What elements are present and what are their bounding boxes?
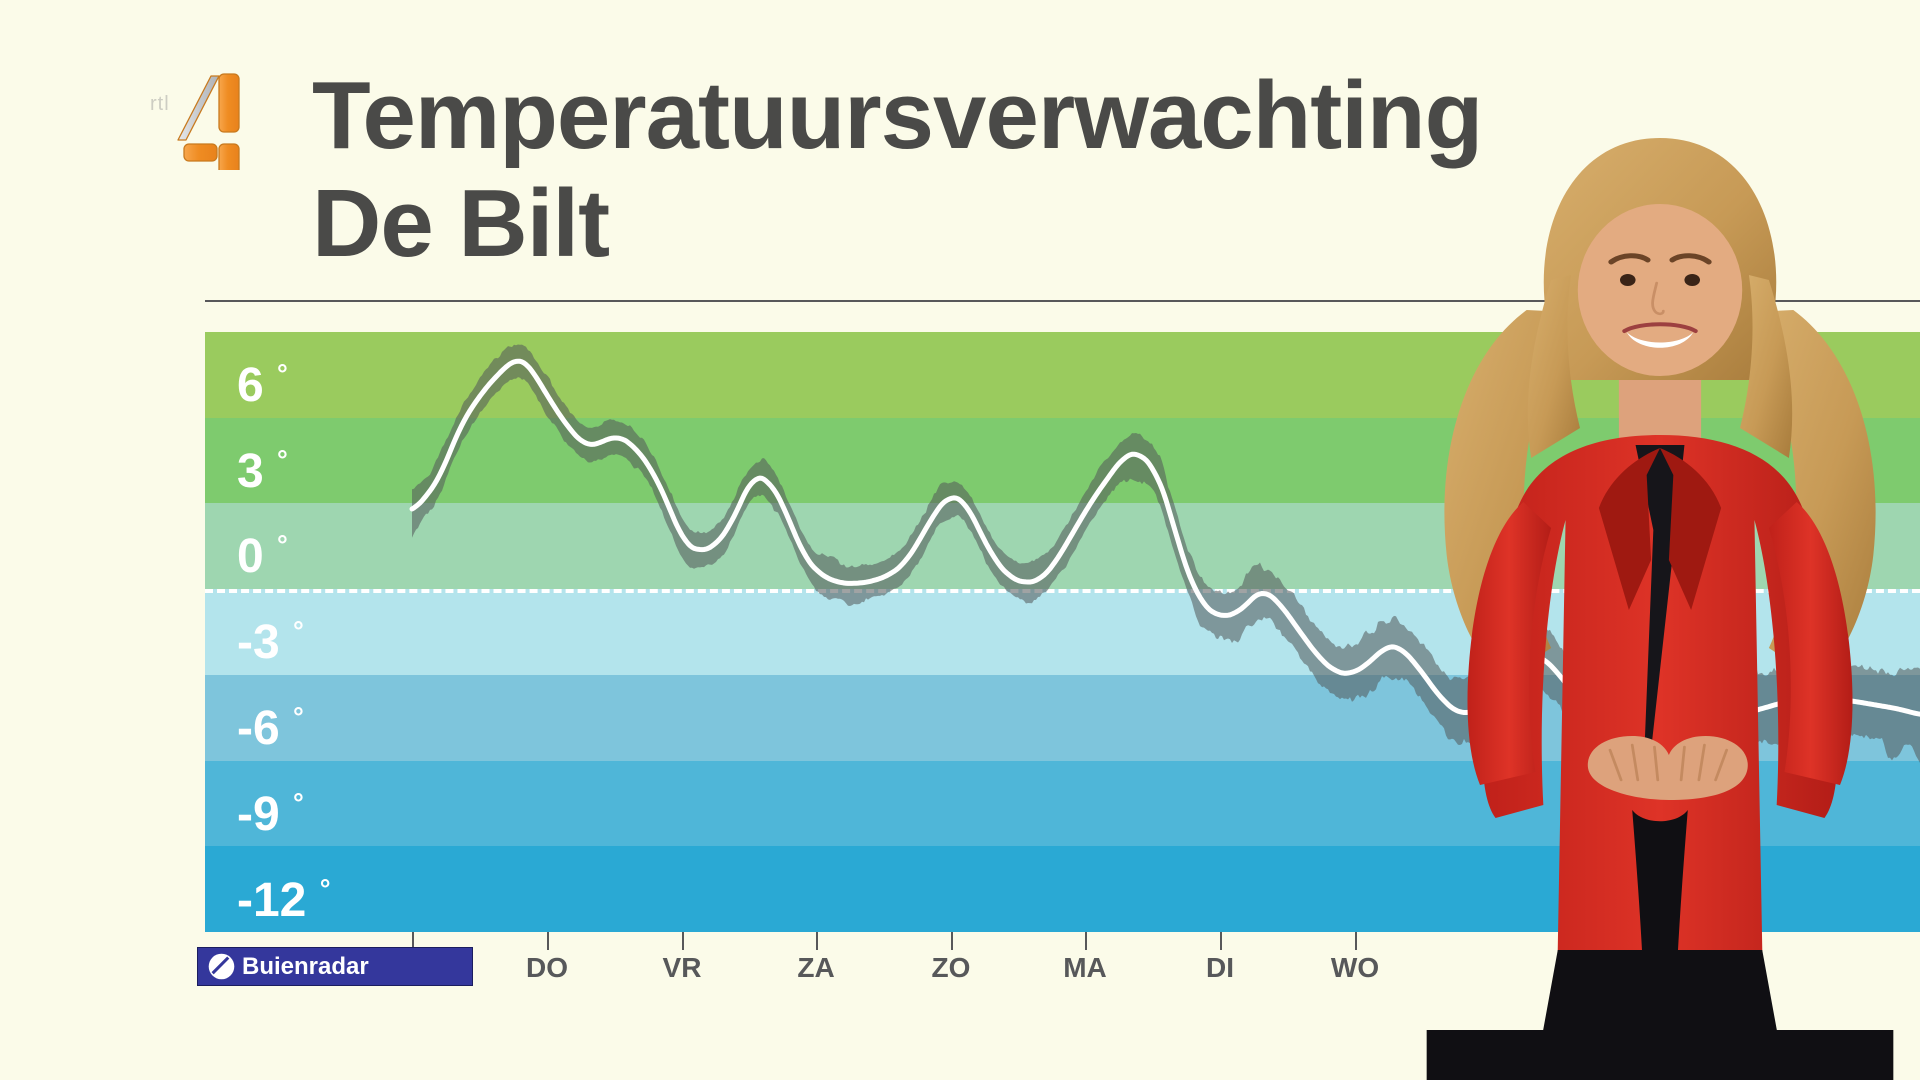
svg-text:rtl: rtl [150, 93, 170, 115]
